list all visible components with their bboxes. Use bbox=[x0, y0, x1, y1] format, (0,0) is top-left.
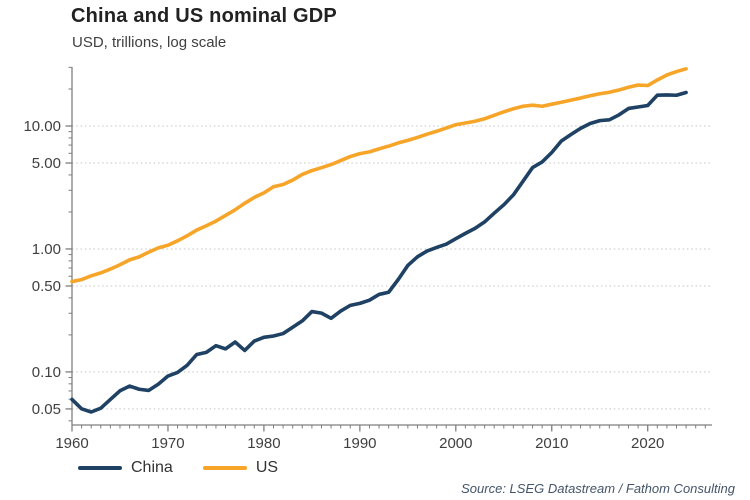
y-tick-label: 10.00 bbox=[23, 118, 61, 135]
china-gdp-line bbox=[70, 90, 688, 414]
y-tick-label: 1.00 bbox=[32, 241, 61, 258]
x-tick-label: 2000 bbox=[439, 435, 472, 452]
x-tick-label: 2020 bbox=[631, 435, 664, 452]
x-tick-label: 1970 bbox=[151, 435, 184, 452]
legend-item-china: China bbox=[78, 459, 173, 477]
x-tick-label: 2010 bbox=[535, 435, 568, 452]
chart-legend: China US bbox=[78, 459, 278, 477]
source-credit: Source: LSEG Datastream / Fathom Consult… bbox=[461, 481, 735, 496]
chart-subtitle: USD, trillions, log scale bbox=[72, 34, 227, 51]
china-line-swatch bbox=[78, 466, 122, 470]
chart-title: China and US nominal GDP bbox=[71, 5, 337, 27]
legend-label-china: China bbox=[131, 459, 173, 476]
legend-label-us: US bbox=[255, 459, 279, 476]
y-tick-label: 0.10 bbox=[32, 364, 61, 381]
x-tick-label: 1990 bbox=[343, 435, 376, 452]
us-line-swatch bbox=[202, 466, 247, 470]
y-tick-label: 5.00 bbox=[32, 155, 61, 172]
y-tick-label: 0.50 bbox=[32, 278, 61, 295]
y-tick-label: 0.05 bbox=[32, 401, 61, 418]
us-gdp-line bbox=[70, 67, 688, 284]
x-tick-label: 1960 bbox=[55, 435, 88, 452]
legend-item-us: US bbox=[202, 459, 279, 477]
x-tick-label: 1980 bbox=[247, 435, 280, 452]
